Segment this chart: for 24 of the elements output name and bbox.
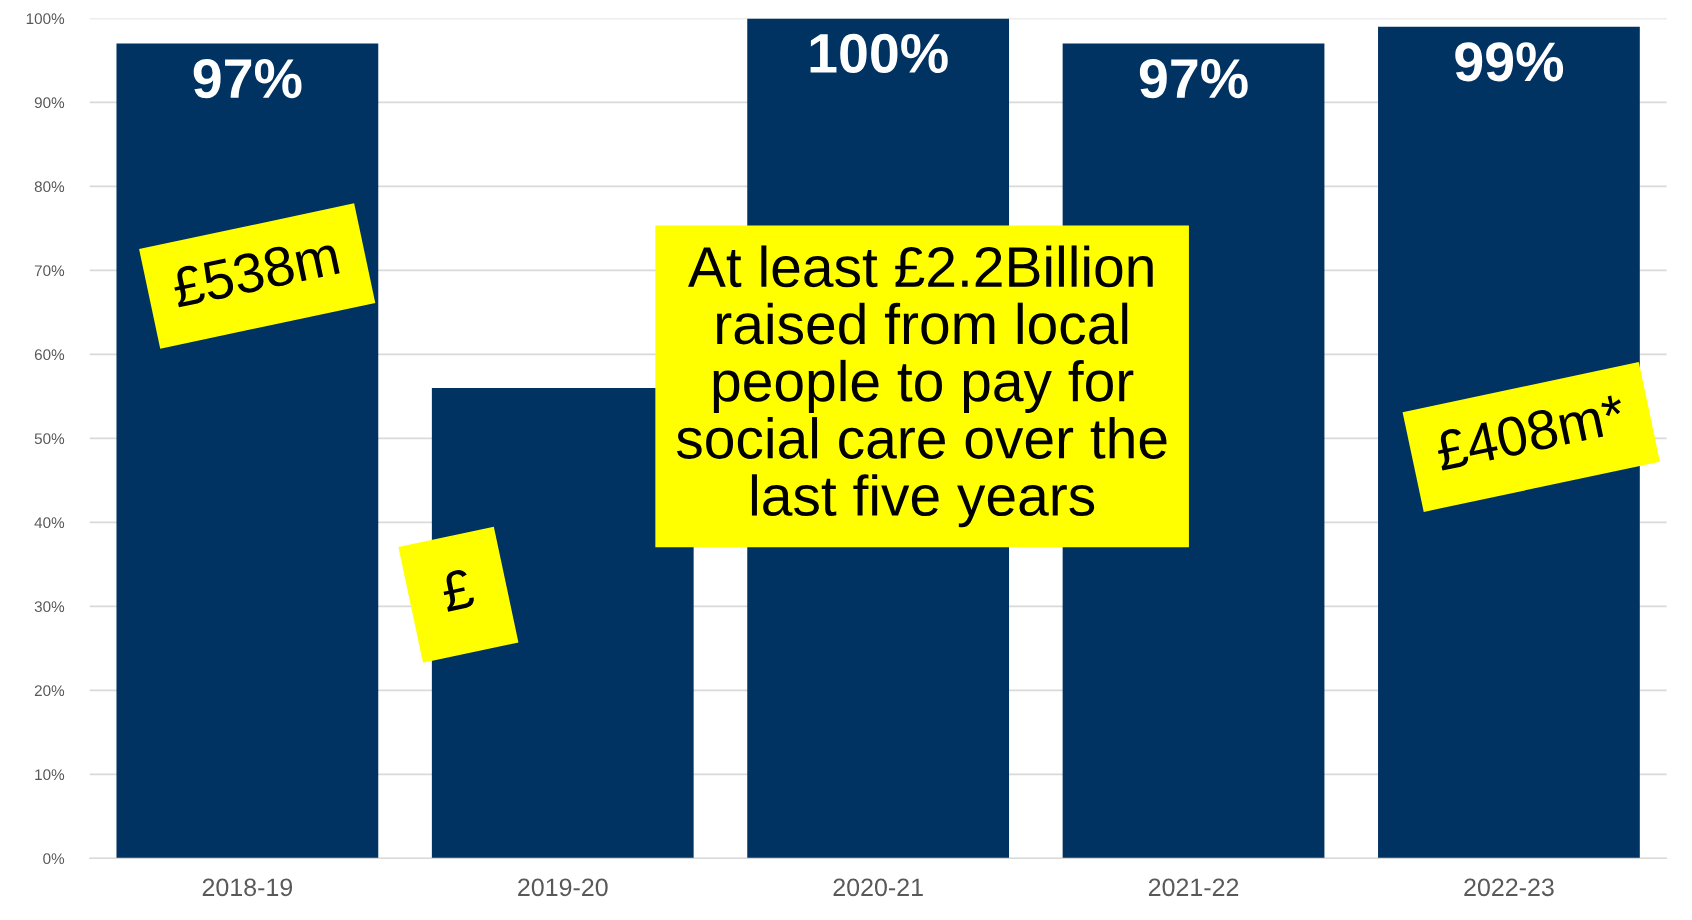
- y-tick-label: 90%: [34, 97, 65, 109]
- y-tick-label: 40%: [34, 517, 65, 529]
- y-tick-label: 70%: [34, 265, 65, 277]
- y-tick-label: 30%: [34, 601, 65, 613]
- annotation: £538m: [170, 235, 340, 308]
- x-tick-label: 2020-21: [833, 878, 923, 897]
- x-tick-label: 2022-23: [1464, 878, 1554, 897]
- y-tick-label: 50%: [34, 433, 65, 445]
- data-label: 97%: [193, 58, 302, 99]
- y-tick-label: 20%: [34, 685, 65, 697]
- y-tick-label: 60%: [34, 349, 65, 361]
- y-tick-label: 0%: [43, 853, 65, 865]
- annotation: £408m*: [1434, 393, 1628, 472]
- annotation: At least £2.2Billion raised from local people to pay for social care over the last five years: [676, 245, 1167, 528]
- x-tick-label: 2019-20: [518, 878, 608, 897]
- y-tick-label: 100%: [26, 13, 65, 25]
- annotation: £: [439, 567, 476, 612]
- y-tick-label: 10%: [35, 769, 65, 781]
- y-tick-label: 80%: [34, 181, 65, 193]
- x-tick-label: 2021-22: [1148, 878, 1239, 897]
- data-label: 99%: [1455, 42, 1564, 82]
- data-label: 100%: [810, 33, 948, 74]
- data-label: 97%: [1139, 58, 1248, 99]
- x-tick-label: 2018-19: [202, 878, 293, 897]
